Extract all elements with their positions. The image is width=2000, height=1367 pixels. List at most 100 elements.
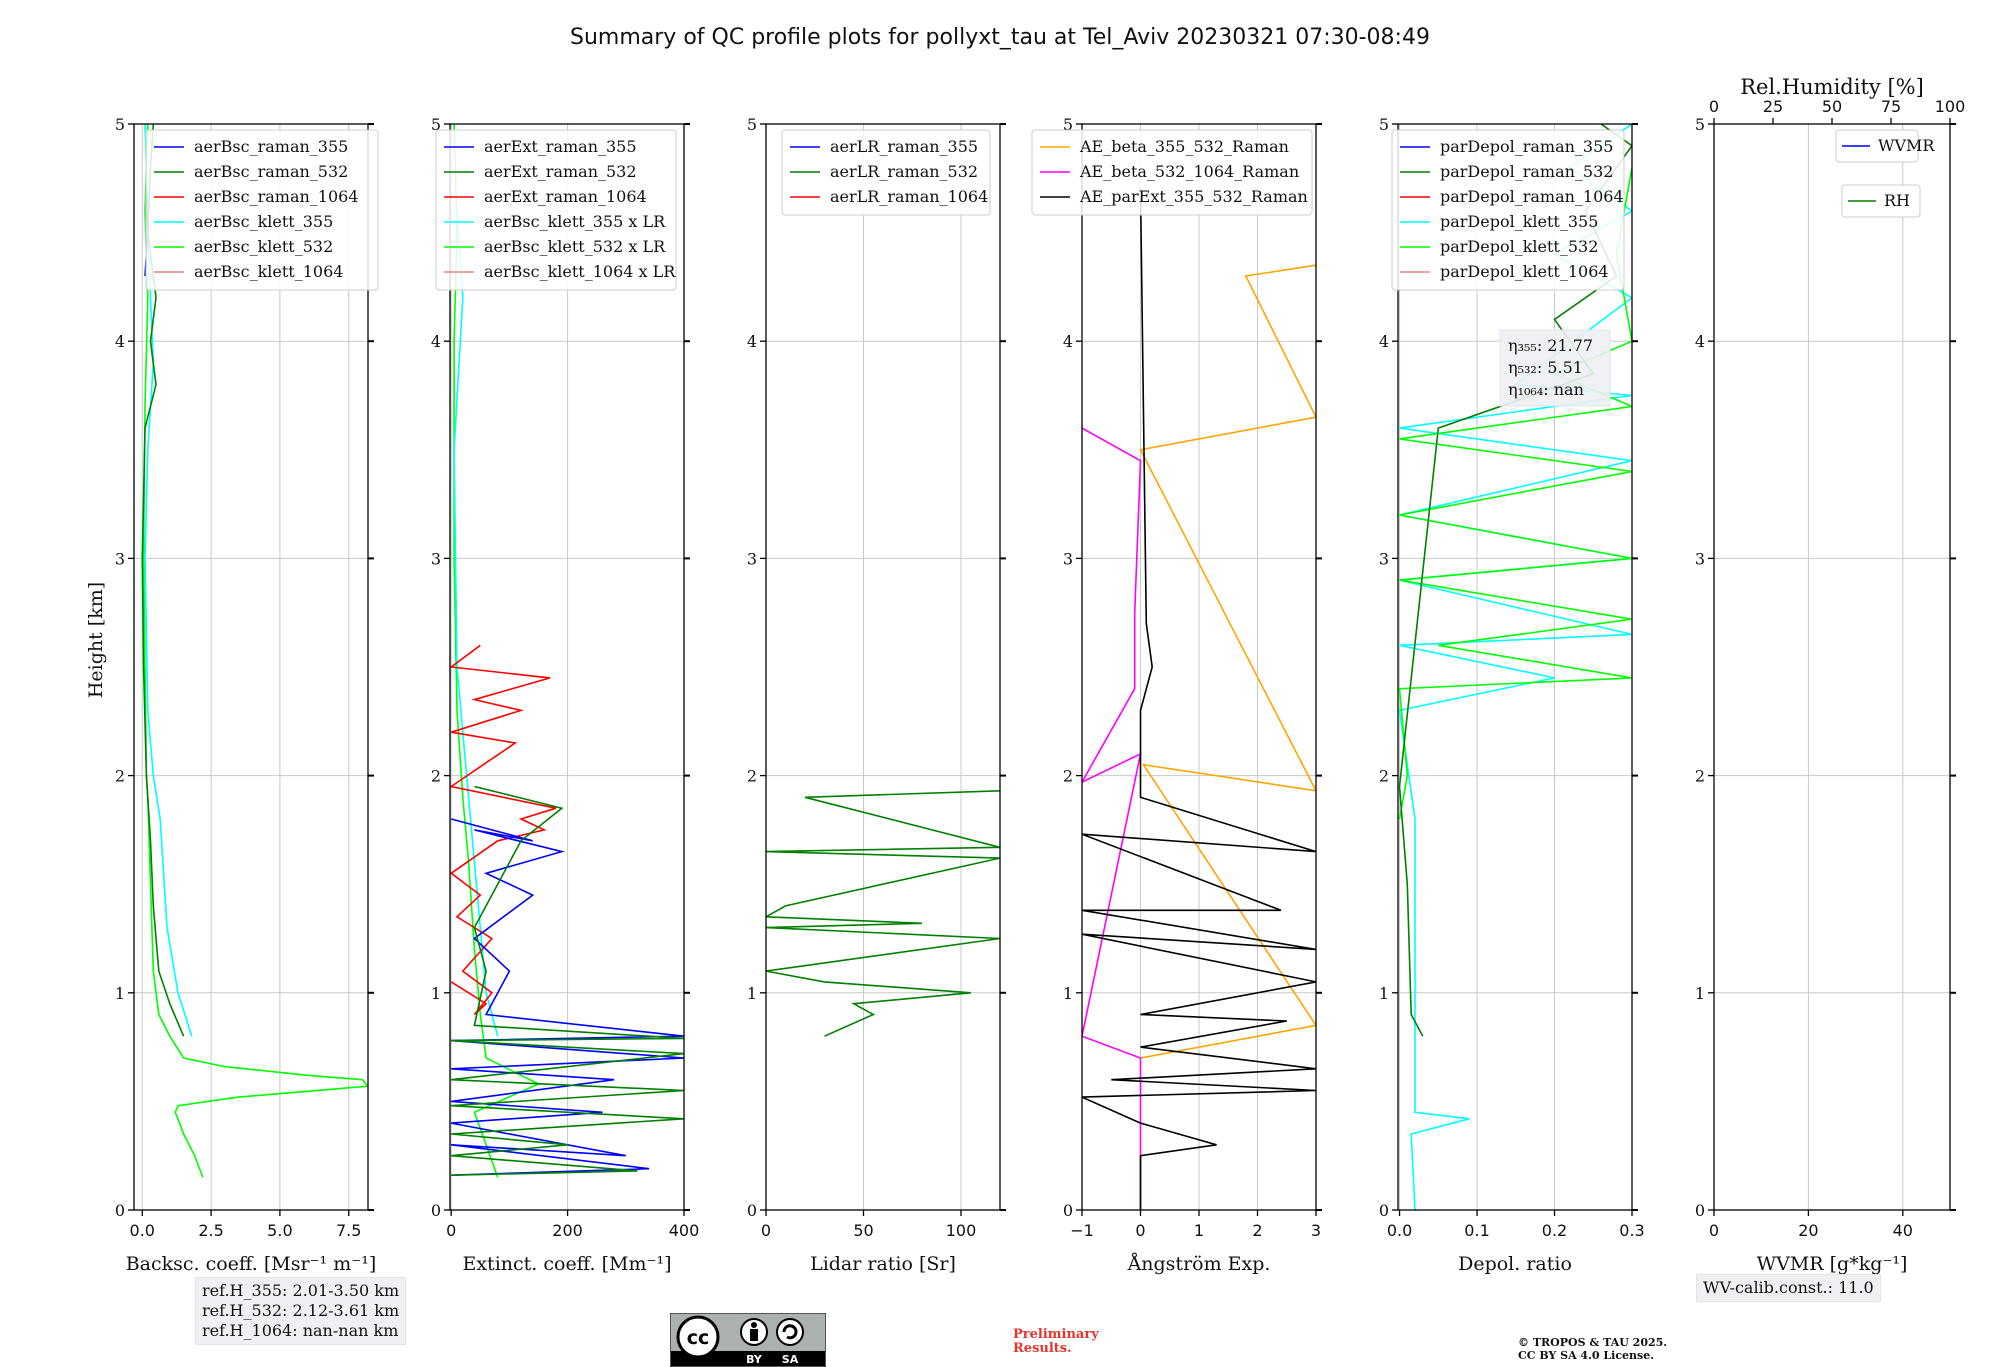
top-axis-label: Rel.Humidity [%] <box>1740 75 1924 99</box>
wv-calibration-text: WV-calib.const.: 11.0 <box>1703 1278 1874 1297</box>
cc-logo-text: cc <box>687 1327 710 1349</box>
y-axis-label: Height [km] <box>85 582 107 698</box>
series-line-ae-beta-355-532-raman <box>1139 264 1316 1059</box>
x-tick-label: 0 <box>1135 1221 1145 1240</box>
series-line-ae-beta-532-1064-raman <box>1082 427 1142 1210</box>
x-tick-label: 0 <box>1709 1221 1719 1240</box>
legend-label: parDepol_klett_1064 <box>1440 262 1609 281</box>
y-tick-label: 4 <box>1695 332 1705 351</box>
y-tick-label: 5 <box>115 115 125 134</box>
wv-calibration-box: WV-calib.const.: 11.0 <box>1696 1274 1881 1302</box>
legend-label: aerBsc_raman_532 <box>194 162 348 181</box>
legend-label: parDepol_raman_1064 <box>1440 187 1624 206</box>
legend-label: parDepol_klett_355 <box>1440 212 1598 231</box>
y-tick-label: 5 <box>1695 115 1705 134</box>
axes-frame <box>133 123 369 1211</box>
y-tick-label: 3 <box>431 549 441 568</box>
reference-heights-box: ref.H_355: 2.01-3.50 km ref.H_532: 2.12-… <box>195 1277 407 1345</box>
y-tick-label: 0 <box>1379 1201 1389 1220</box>
y-tick-label: 2 <box>115 767 125 786</box>
y-tick-label: 0 <box>115 1201 125 1220</box>
y-tick-label: 0 <box>431 1201 441 1220</box>
top-tick-label: 100 <box>1935 97 1966 116</box>
series-line-aerbsc-klett-355 <box>144 124 193 1037</box>
legend-label: aerBsc_klett_355 x LR <box>484 212 666 231</box>
x-axis-label: WVMR [g*kg⁻¹] <box>1757 1253 1908 1275</box>
copyright-line-2: CC BY SA 4.0 License. <box>1518 1349 1655 1362</box>
panels: 0 1 2 3 4 5 0.0 2.5 5.0 7.5 Backsc. coeff. [Msr⁻¹ … <box>115 75 1965 1275</box>
y-tick-label: 2 <box>1063 767 1073 786</box>
legend-label: AE_parExt_355_532_Raman <box>1079 187 1308 206</box>
y-tick-label: 0 <box>747 1201 757 1220</box>
legend-label: parDepol_klett_532 <box>1440 237 1598 256</box>
x-tick-label: 0.3 <box>1619 1221 1644 1240</box>
sa-share-icon <box>776 1318 804 1346</box>
axes-frame <box>1713 123 1951 1211</box>
legend-box <box>1031 129 1313 216</box>
ref-height-532: ref.H_532: 2.12-3.61 km <box>202 1301 400 1320</box>
legend-label: aerBsc_klett_1064 <box>194 262 343 281</box>
cc-icon <box>676 1315 720 1359</box>
y-tick-label: 3 <box>1379 549 1389 568</box>
x-tick-label: 0 <box>761 1221 771 1240</box>
y-tick-label: 1 <box>115 984 125 1003</box>
legend-label: aerBsc_raman_355 <box>194 137 348 156</box>
preliminary-note: Preliminary Results. <box>1013 1328 1099 1356</box>
legend-label: aerExt_raman_532 <box>484 162 637 181</box>
y-tick-label: 5 <box>431 115 441 134</box>
legend-label: aerBsc_raman_1064 <box>194 187 359 206</box>
x-tick-label: 2.5 <box>198 1221 223 1240</box>
y-tick-label: 5 <box>747 115 757 134</box>
x-axis-label: Backsc. coeff. [Msr⁻¹ m⁻¹] <box>126 1253 377 1275</box>
ref-height-355: ref.H_355: 2.01-3.50 km <box>202 1281 400 1300</box>
x-tick-label: 1 <box>1194 1221 1204 1240</box>
x-tick-label: −1 <box>1070 1221 1094 1240</box>
y-tick-label: 1 <box>431 984 441 1003</box>
x-axis-label: Extinct. coeff. [Mm⁻¹] <box>462 1253 671 1275</box>
legend-label: aerExt_raman_1064 <box>484 187 647 206</box>
series-line-aerext-raman-1064 <box>450 644 557 1016</box>
legend-label: parDepol_raman_355 <box>1440 137 1613 156</box>
legend-label: WVMR <box>1878 136 1935 155</box>
eta-annotation-box <box>1499 329 1611 407</box>
y-tick-label: 5 <box>1379 115 1389 134</box>
x-tick-label: 0.0 <box>1387 1221 1412 1240</box>
top-tick-label: 25 <box>1763 97 1783 116</box>
preliminary-line-1: Preliminary <box>1013 1327 1099 1342</box>
y-tick-label: 1 <box>1695 984 1705 1003</box>
y-tick-label: 1 <box>1379 984 1389 1003</box>
x-tick-label: 0.1 <box>1464 1221 1489 1240</box>
legend-label: aerBsc_klett_355 <box>194 212 333 231</box>
top-tick-label: 75 <box>1881 97 1901 116</box>
cc-license-logo: cc BY SA <box>670 1313 826 1367</box>
legend-box <box>145 129 379 291</box>
x-tick-label: 5.0 <box>267 1221 292 1240</box>
y-tick-label: 3 <box>747 549 757 568</box>
y-tick-label: 2 <box>1695 767 1705 786</box>
legend-box <box>1391 129 1625 291</box>
x-tick-label: 7.5 <box>336 1221 361 1240</box>
x-axis-label: Depol. ratio <box>1458 1253 1572 1275</box>
x-tick-label: 50 <box>853 1221 873 1240</box>
y-tick-label: 1 <box>747 984 757 1003</box>
panel-depol: 0 1 2 3 4 5 0.0 0.1 0.2 0.3 Depol. ratio parDepol_r… <box>1379 115 1645 1275</box>
series-line-aerlr-raman-532 <box>766 790 1000 1037</box>
copyright-note: © TROPOS & TAU 2025. CC BY SA 4.0 Licens… <box>1518 1336 1667 1362</box>
eta-annotation: η₁₀₆₄: nan <box>1508 380 1584 399</box>
x-tick-label: 400 <box>669 1221 700 1240</box>
x-tick-label: 100 <box>946 1221 977 1240</box>
x-axis-label: Lidar ratio [Sr] <box>810 1253 956 1275</box>
y-tick-label: 4 <box>747 332 757 351</box>
series-line-aerext-raman-532 <box>451 785 684 1176</box>
y-tick-label: 3 <box>115 549 125 568</box>
legend-label: aerExt_raman_355 <box>484 137 637 156</box>
legend-box <box>781 129 991 216</box>
legend-box-rh <box>1841 184 1921 218</box>
x-tick-label: 3 <box>1311 1221 1321 1240</box>
x-tick-label: 20 <box>1798 1221 1818 1240</box>
eta-annotation: η₅₃₂: 5.51 <box>1508 358 1583 377</box>
y-tick-label: 4 <box>431 332 441 351</box>
